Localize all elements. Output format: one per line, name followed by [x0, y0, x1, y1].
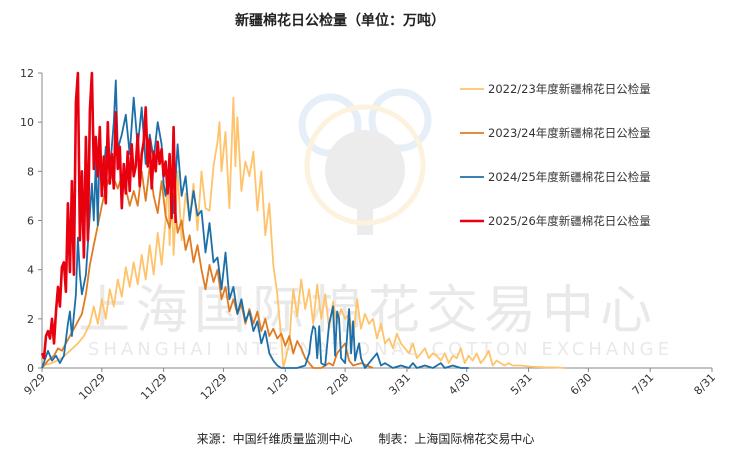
x-tick-label: 6/30	[568, 371, 595, 398]
series-line-1	[41, 96, 565, 369]
x-tick-label: 7/31	[630, 371, 657, 398]
watermark: 上海国际棉花交易中心 SHANGHAI INTERNATIONAL COTTON…	[78, 88, 673, 360]
x-tick-label: 9/29	[21, 371, 48, 398]
x-tick-label: 12/29	[198, 371, 230, 403]
legend-label-2: 2023/24年度新疆棉花日公检量	[488, 126, 651, 140]
series-line-2	[41, 165, 374, 369]
y-tick-label: 8	[27, 165, 34, 178]
source-note: 来源：中国纤维质量监测中心	[196, 432, 353, 446]
cotton-logo-icon	[298, 88, 432, 235]
legend-label-4: 2025/26年度新疆棉花日公检量	[488, 214, 651, 228]
y-tick-label: 0	[27, 362, 34, 375]
y-tick-label: 10	[20, 116, 34, 129]
watermark-cn: 上海国际棉花交易中心	[78, 281, 658, 341]
x-tick-label: 5/31	[508, 371, 535, 398]
chart-svg: 上海国际棉花交易中心 SHANGHAI INTERNATIONAL COTTON…	[20, 67, 718, 403]
legend-label-1: 2022/23年度新疆棉花日公检量	[488, 82, 651, 96]
x-tick-label: 10/29	[76, 371, 108, 403]
y-tick-label: 2	[27, 313, 34, 326]
y-tick-label: 12	[20, 67, 34, 80]
series-line-3	[41, 79, 469, 369]
chart-title: 新疆棉花日公检量（单位：万吨）	[235, 13, 445, 29]
legend: 2022/23年度新疆棉花日公检量 2023/24年度新疆棉花日公检量 2024/2…	[460, 82, 651, 228]
maker-note: 制表：上海国际棉花交易中心	[378, 432, 535, 446]
x-tick-label: 2/28	[325, 371, 352, 398]
x-tick-label: 8/31	[691, 371, 718, 398]
series-line-4	[40, 71, 177, 360]
y-tick-label: 6	[27, 215, 34, 228]
legend-label-3: 2024/25年度新疆棉花日公检量	[488, 170, 651, 184]
x-tick-label: 1/29	[265, 371, 292, 398]
x-tick-label: 4/30	[446, 371, 473, 398]
x-tick-label: 11/29	[138, 371, 170, 403]
y-tick-label: 4	[27, 264, 34, 277]
footer: 来源：中国纤维质量监测中心 制表：上海国际棉花交易中心	[0, 430, 731, 447]
watermark-en: SHANGHAI INTERNATIONAL COTTON EXCHANGE	[88, 339, 673, 360]
x-tick-label: 3/31	[386, 371, 413, 398]
